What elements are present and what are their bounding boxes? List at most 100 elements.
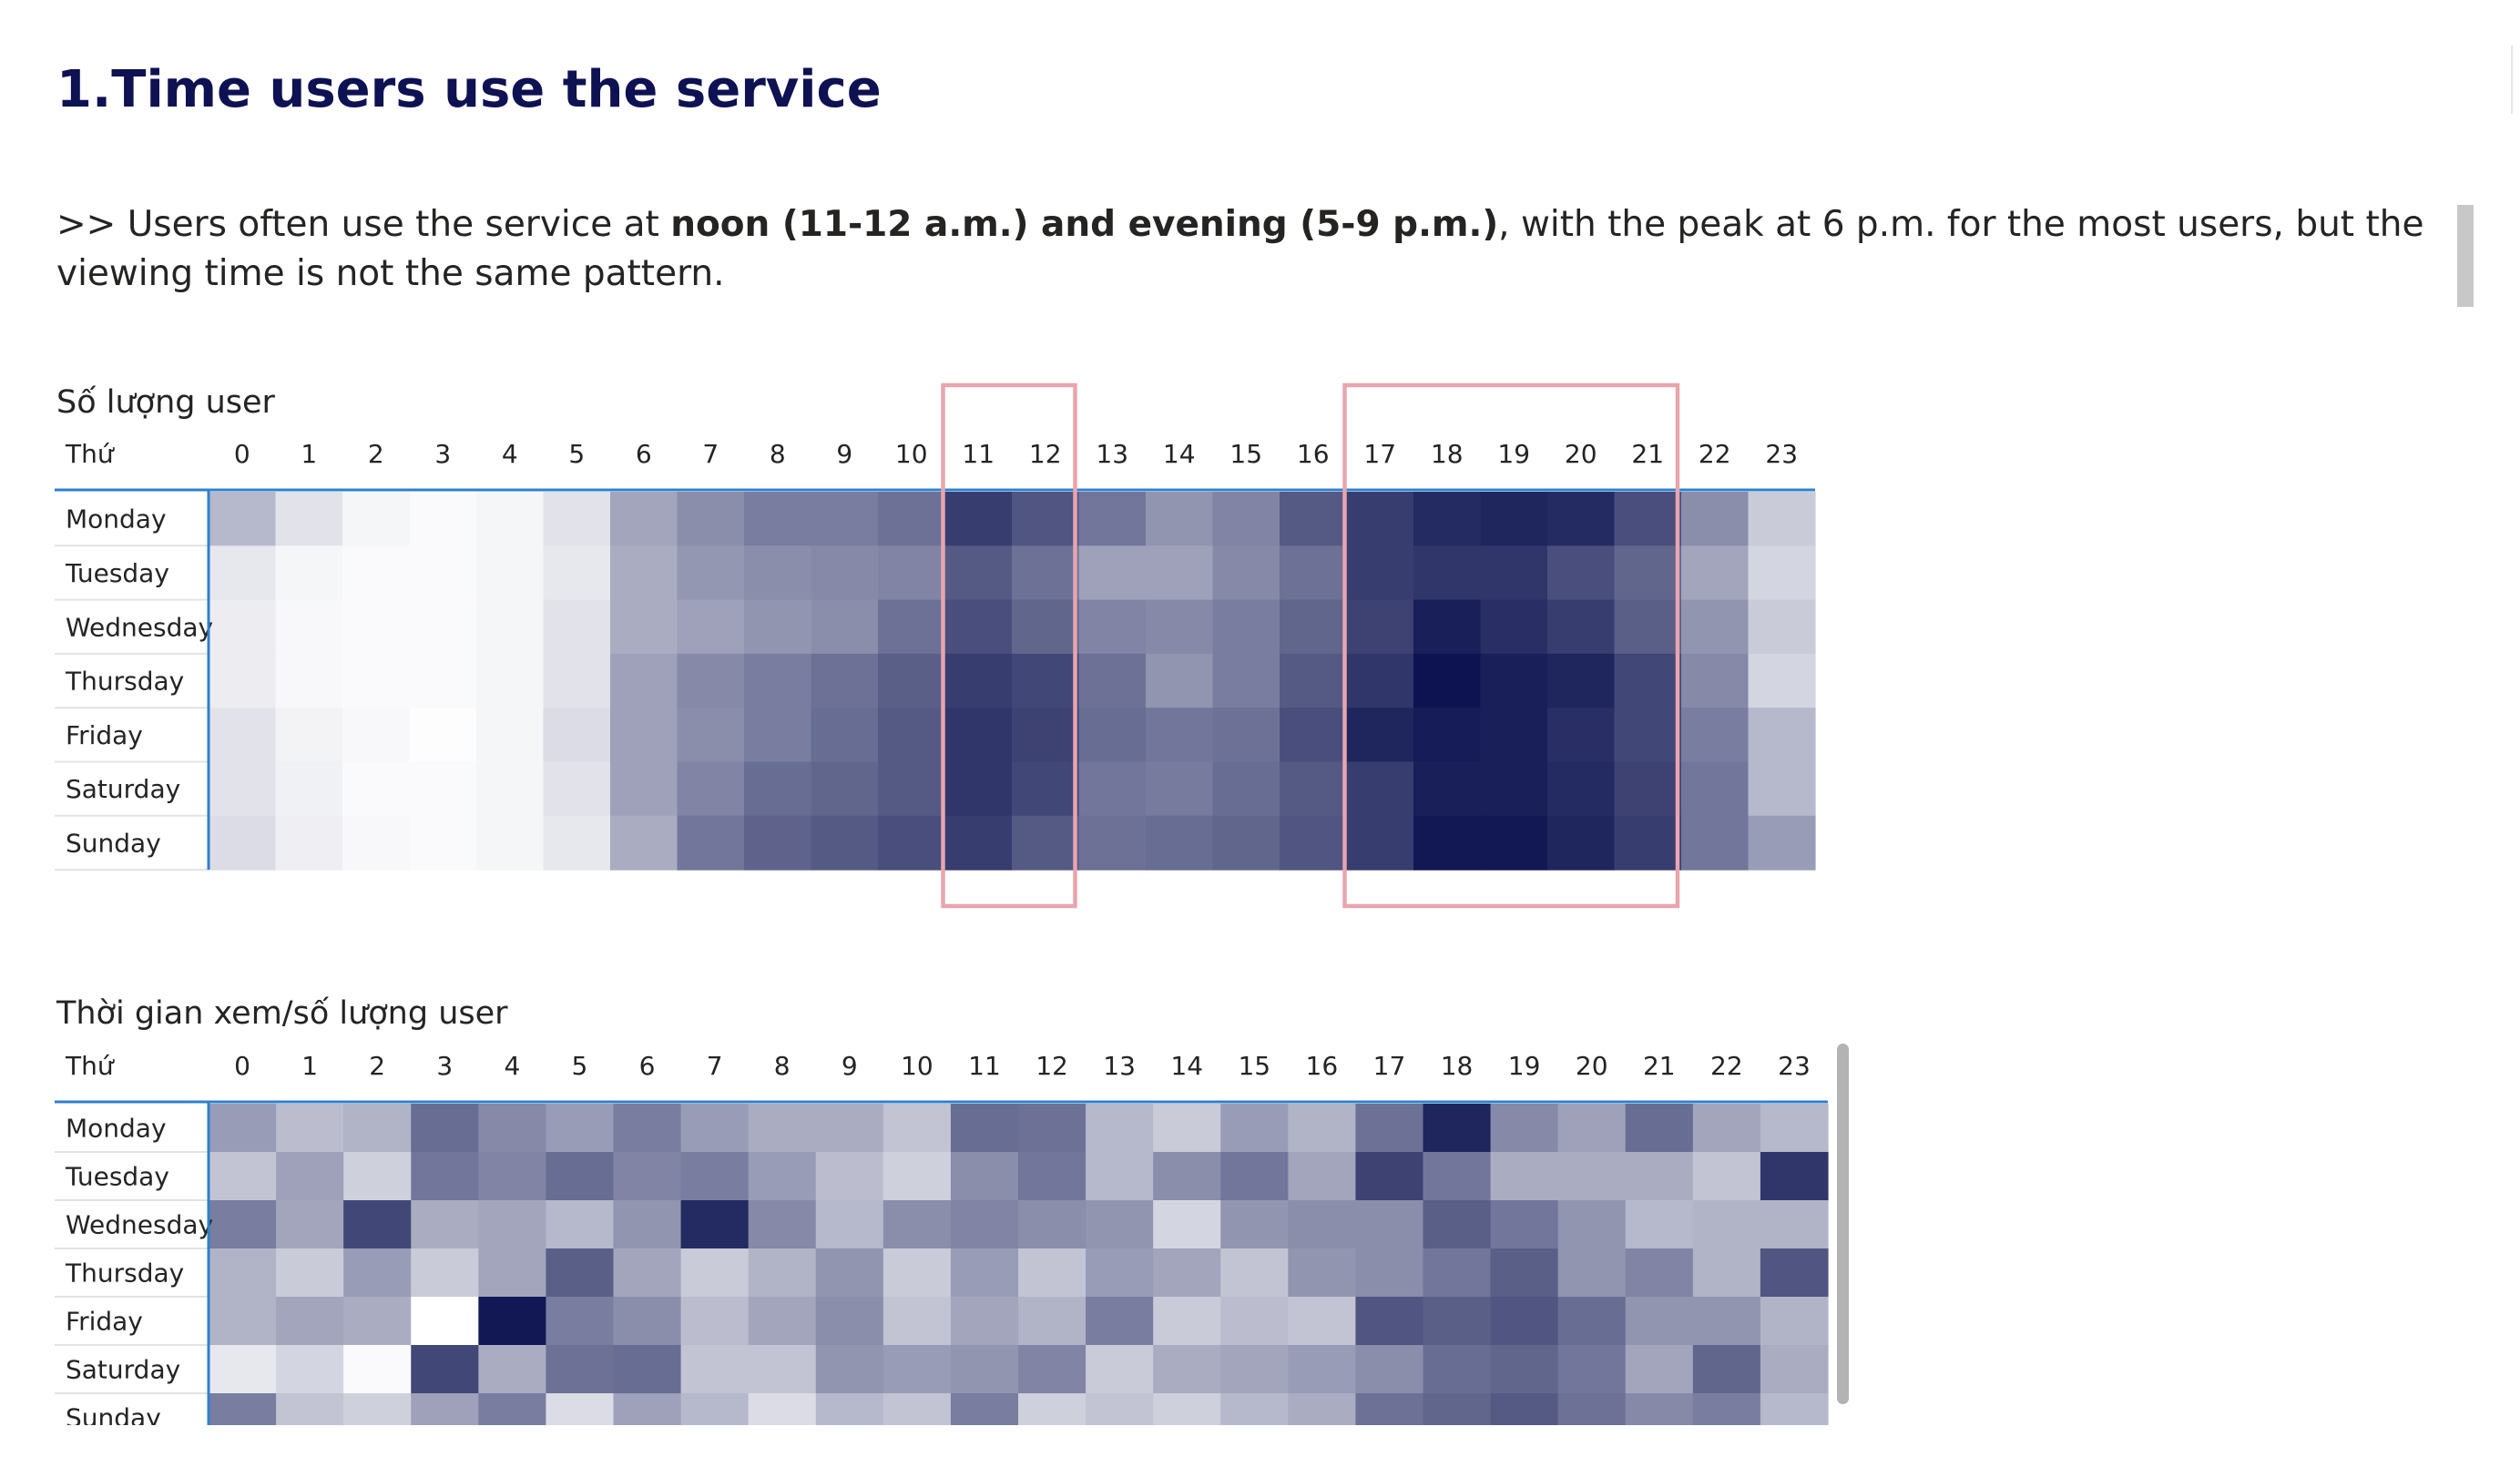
chart1-cell: [1078, 545, 1147, 601]
chart2-col-label-8: 8: [774, 1051, 791, 1081]
chart1-cell: [543, 492, 611, 546]
chart2-cell: [1692, 1104, 1761, 1153]
chart2-cell: [1355, 1248, 1424, 1298]
chart2-cell: [1220, 1297, 1289, 1346]
chart2-cell: [1557, 1393, 1627, 1425]
chart1-cell: [1480, 492, 1548, 546]
chart2-cell: [478, 1248, 547, 1298]
chart1-cell: [1748, 815, 1816, 871]
chart1-cell: [1547, 653, 1616, 708]
chart2-cell: [209, 1345, 277, 1394]
chart1-cell: [677, 492, 745, 546]
chart1-cell: [409, 708, 477, 763]
chart2-cell: [1692, 1297, 1761, 1346]
chart1-cell: [476, 653, 545, 708]
chart1-cell: [1012, 761, 1080, 817]
chart2-cell: [815, 1152, 884, 1201]
chart2-cell: [1018, 1345, 1087, 1394]
chart2-cell: [748, 1200, 817, 1249]
chart1-cell: [1346, 599, 1414, 655]
chart1-cell: [944, 708, 1013, 763]
chart2-row-label-friday: Friday: [66, 1307, 143, 1337]
chart2-cell: [1625, 1393, 1694, 1425]
chart1-cell: [1280, 815, 1348, 871]
chart2-cell: [815, 1200, 884, 1249]
chart2-cell: [748, 1248, 817, 1298]
chart1-cell: [1681, 761, 1750, 817]
chart1-cell: [209, 815, 277, 871]
chart2-cell: [1625, 1345, 1694, 1394]
chart2-cell: [815, 1345, 884, 1394]
chart2-cell: [815, 1104, 884, 1153]
chart1-cell: [1280, 653, 1348, 708]
visual-scrollbar-thumb[interactable]: [1837, 1044, 1849, 1404]
chart2-cell: [613, 1104, 682, 1153]
chart1-cell: [1212, 761, 1280, 817]
chart2-cell: [1760, 1248, 1829, 1298]
chart1-col-label-2: 2: [368, 439, 384, 469]
chart2-cell: [1018, 1104, 1087, 1153]
chart1-col-label-1: 1: [301, 439, 317, 469]
chart2-cell: [1220, 1248, 1289, 1298]
chart2-row-header: Thứ: [65, 1051, 115, 1081]
chart2-row-label-tuesday: Tuesday: [65, 1162, 169, 1192]
chart2-cell: [478, 1297, 547, 1346]
chart2-cell: [1355, 1104, 1424, 1153]
chart2-cell: [546, 1152, 615, 1201]
chart2-cell: [276, 1345, 344, 1394]
chart1-col-label-22: 22: [1699, 439, 1731, 469]
chart1-cell: [744, 545, 812, 601]
chart1-cell: [744, 815, 812, 871]
chart1-row-label-saturday: Saturday: [66, 774, 180, 804]
chart2-cell: [343, 1248, 412, 1298]
chart2-cell: [883, 1248, 952, 1298]
chart1-cell: [342, 492, 411, 546]
chart2-cell: [680, 1248, 750, 1298]
chart2-cell: [883, 1393, 952, 1425]
chart2-cell: [1760, 1104, 1829, 1153]
chart2-cell: [950, 1104, 1019, 1153]
chart2-col-label-23: 23: [1778, 1051, 1811, 1081]
chart1-cell: [1346, 815, 1414, 871]
chart1-col-label-11: 11: [962, 439, 995, 469]
chart1-cell: [543, 599, 611, 655]
chart1-cell: [1614, 492, 1682, 546]
chart1-cell: [476, 545, 545, 601]
chart1-col-label-12: 12: [1029, 439, 1062, 469]
chart1-cell: [342, 545, 411, 601]
chart1-cell: [1614, 708, 1682, 763]
chart1-cell: [275, 708, 343, 763]
chart1-cell: [1681, 545, 1750, 601]
chart2-cell: [1086, 1297, 1154, 1346]
chart2-col-label-16: 16: [1306, 1051, 1339, 1081]
chart1-cell: [543, 653, 611, 708]
chart2-cell: [1018, 1297, 1087, 1346]
chart1-cell: [1748, 492, 1816, 546]
chart2-cell: [276, 1200, 344, 1249]
chart1-cell: [744, 492, 812, 546]
chart2-cell: [1220, 1393, 1289, 1425]
chart1-cell: [1480, 545, 1548, 601]
chart1-cell: [476, 761, 545, 817]
chart1-cell: [1413, 761, 1482, 817]
chart1-row-label-thursday: Thursday: [65, 667, 184, 697]
chart2-cell: [1692, 1345, 1761, 1394]
chart2-col-label-0: 0: [234, 1051, 250, 1081]
chart2-cell: [1557, 1248, 1627, 1298]
chart2-cell: [1220, 1200, 1289, 1249]
chart2-cell: [276, 1104, 344, 1153]
chart1-cell: [1480, 815, 1548, 871]
chart1-col-label-18: 18: [1431, 439, 1464, 469]
chart2-cell: [1288, 1297, 1357, 1346]
chart2-cell: [411, 1152, 479, 1201]
page-scrollbar-thumb[interactable]: [2457, 205, 2474, 307]
chart1-cell: [610, 599, 678, 655]
chart1-cell: [878, 815, 946, 871]
chart1-cell: [1012, 599, 1080, 655]
chart2-cell: [411, 1297, 479, 1346]
chart2-cell: [546, 1104, 615, 1153]
chart2-col-label-21: 21: [1643, 1051, 1676, 1081]
panel-edge-divider: [2511, 46, 2513, 114]
chart2-cell: [1423, 1248, 1492, 1298]
